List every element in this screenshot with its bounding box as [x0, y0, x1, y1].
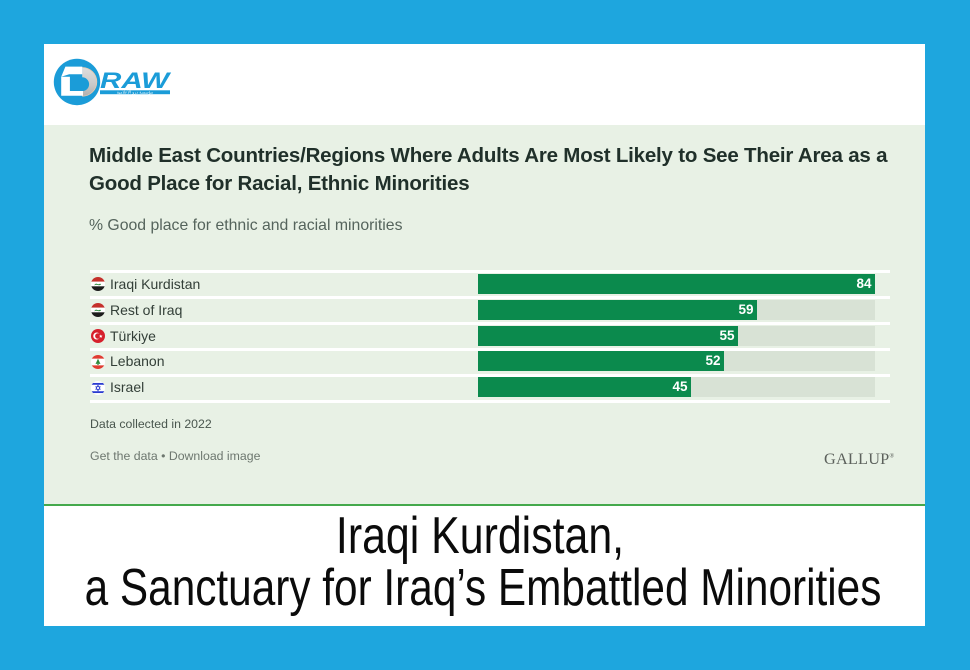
- svg-text:مؤسسة درو الاعلامية: مؤسسة درو الاعلامية: [117, 90, 153, 95]
- svg-text:RAW: RAW: [100, 68, 171, 93]
